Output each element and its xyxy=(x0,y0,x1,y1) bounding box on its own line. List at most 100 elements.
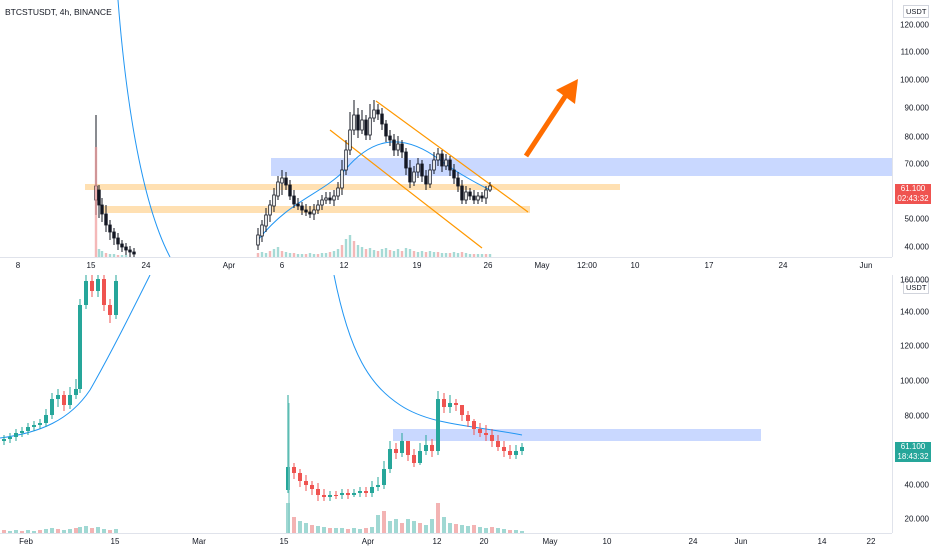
x-tick-label: Mar xyxy=(192,537,206,546)
ma-line-left xyxy=(117,0,171,257)
volume-bar xyxy=(300,254,304,257)
top-price-axis[interactable]: USDT 120.000 110.000 100.000 90.000 80.000 70… xyxy=(892,0,932,257)
volume-bar xyxy=(336,249,340,257)
bottom-plot-area[interactable] xyxy=(0,275,892,533)
volume-bar xyxy=(364,249,368,257)
volume-bar xyxy=(400,251,404,257)
volume-bar xyxy=(466,526,470,533)
bottom-last-price-tag: 61.100 18:43:32 xyxy=(895,442,931,462)
x-tick-label: May xyxy=(534,261,550,270)
candle-body xyxy=(418,451,422,463)
volume-bar xyxy=(420,251,424,257)
candle-body xyxy=(78,305,82,389)
candle-body xyxy=(108,224,112,233)
x-tick-label: 10 xyxy=(630,261,640,270)
candle-body xyxy=(496,441,500,447)
candle-body xyxy=(376,109,380,115)
volume-bar xyxy=(120,255,124,257)
candle-body xyxy=(328,197,332,201)
candle-body xyxy=(340,169,344,189)
bottom-price-axis[interactable]: USDT 160.000 140.000 120.000 100.000 80.000 6… xyxy=(892,275,932,533)
top-time-axis[interactable]: 8 15 24 Apr 6 12 19 26 May 12:00 10 17 24 Jun xyxy=(0,257,892,272)
candle-body xyxy=(412,455,416,463)
candle-body xyxy=(264,214,268,227)
candle-body xyxy=(442,399,446,407)
volume-bar xyxy=(372,250,376,257)
volume-bar xyxy=(276,247,280,257)
volume-bar xyxy=(332,251,336,257)
candle-body xyxy=(292,195,296,205)
top-last-price: 61.100 xyxy=(900,184,926,193)
x-tick-label: May xyxy=(542,537,558,546)
volume-bar xyxy=(394,519,398,533)
volume-bar xyxy=(320,253,324,257)
candle-body xyxy=(406,441,410,455)
volume-bar xyxy=(468,254,472,257)
candle-body xyxy=(26,427,30,431)
candle-body xyxy=(430,445,434,451)
candle-body xyxy=(332,195,336,201)
top-chart-pane[interactable]: BTCSTUSDT, 4h, BINANCE USDT 120.000 110.0… xyxy=(0,0,932,275)
x-tick-label: 24 xyxy=(141,261,151,270)
candle-body xyxy=(8,437,12,439)
volume-bar xyxy=(442,517,446,533)
candle-body xyxy=(114,281,118,315)
volume-bar xyxy=(452,252,456,257)
y-tick-label: 80.000 xyxy=(904,411,929,421)
x-tick-label: 10 xyxy=(602,537,612,546)
volume-bar xyxy=(2,530,6,533)
candle-body xyxy=(90,281,94,291)
candle-body xyxy=(84,281,88,305)
volume-bar xyxy=(328,528,332,533)
volume-bar xyxy=(472,525,476,533)
volume-bar xyxy=(348,235,352,257)
volume-bar xyxy=(308,253,312,257)
candle-body xyxy=(376,485,380,487)
volume-bar xyxy=(38,530,42,533)
x-tick-label: Apr xyxy=(361,537,375,546)
volume-bar xyxy=(416,252,420,257)
x-tick-label: 20 xyxy=(479,537,489,546)
volume-bar xyxy=(280,251,284,257)
volume-bar xyxy=(328,252,332,257)
x-tick-label: Jun xyxy=(859,261,873,270)
volume-bar xyxy=(316,254,320,257)
candle-body xyxy=(352,493,356,495)
volume-bar xyxy=(352,241,356,257)
volume-bar xyxy=(14,530,18,533)
candle-body xyxy=(256,234,260,246)
volume-bar xyxy=(96,527,100,533)
volume-bar xyxy=(56,529,60,533)
y-tick-label: 120.000 xyxy=(900,341,929,351)
volume-bar xyxy=(488,254,492,257)
volume-bar xyxy=(26,530,30,533)
volume-bar xyxy=(94,147,98,257)
candle-body xyxy=(452,169,456,179)
volume-bar xyxy=(312,254,316,257)
candle-body xyxy=(2,439,6,441)
volume-bar xyxy=(364,528,368,533)
volume-bar xyxy=(286,503,290,533)
y-tick-label: 140.000 xyxy=(900,307,929,317)
candle-body xyxy=(412,171,416,183)
volume-bar xyxy=(8,531,12,533)
candle-body xyxy=(104,213,108,226)
candle-body xyxy=(404,151,408,169)
volume-bar xyxy=(104,253,108,257)
candle-body xyxy=(358,491,362,493)
ma-line-left xyxy=(0,275,151,439)
volume-bar xyxy=(520,531,524,533)
support-zone-lower xyxy=(102,206,530,213)
volume-bar xyxy=(424,525,428,533)
volume-bar xyxy=(272,249,276,257)
channel-upper-line xyxy=(375,100,529,213)
y-tick-label: 40.000 xyxy=(904,480,929,490)
top-plot-area[interactable]: BTCSTUSDT, 4h, BINANCE xyxy=(0,0,892,257)
volume-bar xyxy=(514,530,518,533)
volume-bar xyxy=(112,254,116,257)
bottom-chart-pane[interactable]: USDT 160.000 140.000 120.000 100.000 80.000 6… xyxy=(0,275,932,550)
bottom-time-axis[interactable]: Feb 15 Mar 15 Apr 12 20 May 10 24 Jun 14 22 xyxy=(0,533,892,551)
volume-bar xyxy=(432,252,436,257)
candle-body xyxy=(62,395,66,405)
volume-bar xyxy=(334,528,338,533)
